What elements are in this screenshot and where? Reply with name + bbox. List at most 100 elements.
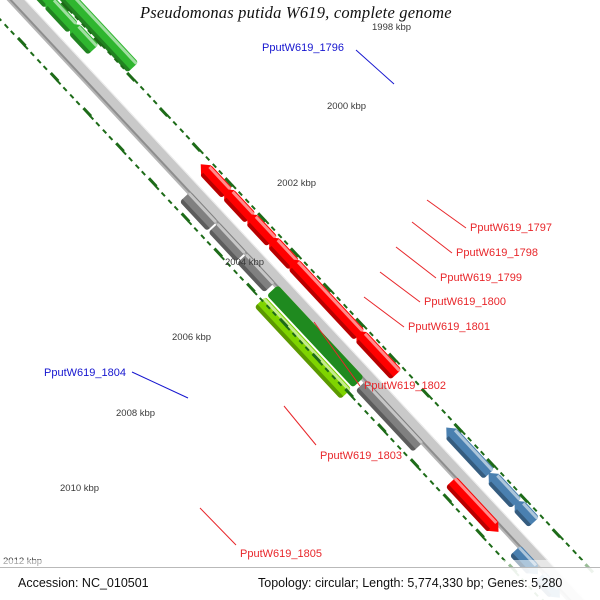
axis-tick-minor	[539, 514, 545, 520]
axis-tick-minor	[494, 550, 500, 556]
axis-tick-minor	[174, 206, 179, 212]
axis-tick-minor	[10, 30, 16, 36]
axis-tick-minor	[390, 437, 395, 443]
axis-tick-minor	[160, 192, 166, 198]
axis-tick-minor	[447, 415, 453, 421]
axis-tick-minor	[383, 430, 389, 436]
leader-line-pputw619_1799	[395, 246, 437, 279]
gene-label-pputw619_1799[interactable]: PputW619_1799	[440, 272, 522, 284]
axis-tick-minor	[134, 163, 140, 169]
axis-tick-minor	[128, 156, 134, 162]
gene-label-pputw619_1801[interactable]: PputW619_1801	[408, 321, 490, 333]
axis-tick-minor	[200, 234, 206, 240]
gene-arrowhead-left	[195, 159, 212, 175]
gene-feature-pputw619_1804[interactable]	[509, 495, 540, 528]
leader-line-pputw619_1796	[355, 49, 395, 85]
axis-tick-minor	[558, 535, 564, 541]
axis-tick-minor	[427, 394, 433, 400]
coordinate-label-4: 2006 kbp	[172, 332, 212, 343]
coordinate-label-5: 2008 kbp	[116, 408, 156, 419]
axis-tick-minor	[449, 500, 454, 506]
axis-tick-minor	[408, 373, 414, 379]
axis-tick-minor	[571, 549, 577, 555]
gene-label-pputw619_1796[interactable]: PputW619_1796	[262, 42, 344, 54]
axis-tick-minor	[29, 51, 35, 57]
axis-tick-minor	[146, 92, 152, 98]
axis-tick-minor	[23, 44, 29, 50]
accession-text: Accession: NC_010501	[18, 576, 149, 590]
axis-tick-minor	[422, 472, 428, 478]
gene-label-pputw619_1798[interactable]: PputW619_1798	[456, 247, 538, 259]
axis-tick-minor	[435, 486, 441, 492]
axis-tick-minor	[232, 269, 238, 275]
axis-tick-minor	[56, 79, 62, 85]
leader-line-pputw619_1801	[363, 296, 405, 328]
gene-label-pputw619_1804[interactable]: PputW619_1804	[44, 367, 126, 379]
axis-tick-minor	[565, 542, 571, 548]
axis-tick-minor	[43, 65, 48, 71]
axis-tick-minor	[206, 241, 212, 247]
coordinate-label-6: 2010 kbp	[60, 483, 100, 494]
axis-tick-minor	[219, 255, 225, 261]
axis-tick-minor	[36, 58, 42, 64]
axis-tick-minor	[139, 85, 145, 91]
leader-line-pputw619_1797	[426, 199, 467, 229]
axis-tick-minor	[416, 465, 422, 471]
axis-tick-minor	[75, 100, 81, 106]
axis-tick-minor	[187, 220, 193, 226]
axis-tick-minor	[154, 185, 160, 191]
axis-tick-minor	[95, 121, 101, 127]
axis-tick-minor	[62, 86, 68, 92]
axis-tick-minor	[179, 128, 185, 134]
leader-line-pputw619_1798	[411, 221, 453, 254]
coordinate-label-3: 2004 kbp	[225, 257, 265, 268]
axis-tick-minor	[545, 521, 551, 527]
page-title: Pseudomonas putida W619, complete genome	[140, 3, 452, 22]
axis-tick-minor	[252, 290, 258, 296]
axis-tick-minor	[455, 507, 461, 513]
axis-tick-minor	[441, 408, 446, 414]
topology-text: Topology: circular; Length: 5,774,330 bp…	[258, 576, 563, 590]
gene-label-pputw619_1797[interactable]: PputW619_1797	[470, 222, 552, 234]
status-bar: Accession: NC_010501 Topology: circular;…	[0, 567, 600, 600]
axis-tick-minor	[102, 128, 107, 134]
gene-label-pputw619_1802[interactable]: PputW619_1802	[364, 380, 446, 392]
axis-tick-minor	[198, 149, 204, 155]
axis-tick-minor	[403, 451, 409, 457]
axis-tick-minor	[357, 402, 363, 408]
axis-tick-minor	[239, 276, 245, 282]
axis-tick-minor	[141, 170, 147, 176]
axis-tick-minor	[401, 366, 407, 372]
axis-tick-minor	[434, 401, 440, 407]
axis-tick-minor	[133, 78, 139, 84]
axis-tick-minor	[0, 16, 3, 22]
axis-tick-minor	[88, 114, 94, 120]
leader-line-pputw619_1803	[283, 405, 317, 446]
axis-tick-minor	[193, 227, 199, 233]
axis-tick-minor	[488, 543, 494, 549]
axis-tick-minor	[3, 23, 9, 29]
gene-label-pputw619_1800[interactable]: PputW619_1800	[424, 296, 506, 308]
axis-tick-minor	[185, 135, 191, 141]
axis-tick-minor	[468, 522, 474, 528]
leader-line-pputw619_1804	[131, 371, 189, 399]
axis-tick-minor	[363, 409, 369, 415]
axis-tick-minor	[121, 149, 127, 155]
axis-tick-minor	[370, 416, 376, 422]
axis-tick-minor	[481, 536, 487, 542]
axis-tick-minor	[350, 395, 356, 401]
coordinate-label-2: 2002 kbp	[277, 178, 317, 189]
gene-label-pputw619_1805[interactable]: PputW619_1805	[240, 548, 322, 560]
axis-tick-minor	[69, 93, 75, 99]
axis-tick-minor	[152, 99, 158, 105]
axis-tick-minor	[167, 199, 173, 205]
axis-tick-minor	[462, 514, 467, 521]
axis-tick-minor	[429, 479, 435, 485]
leader-line-pputw619_1800	[379, 271, 421, 303]
axis-tick-minor	[108, 135, 114, 141]
gene-label-pputw619_1803[interactable]: PputW619_1803	[320, 450, 402, 462]
axis-tick-minor	[172, 120, 178, 127]
leader-line-pputw619_1805	[199, 507, 237, 546]
